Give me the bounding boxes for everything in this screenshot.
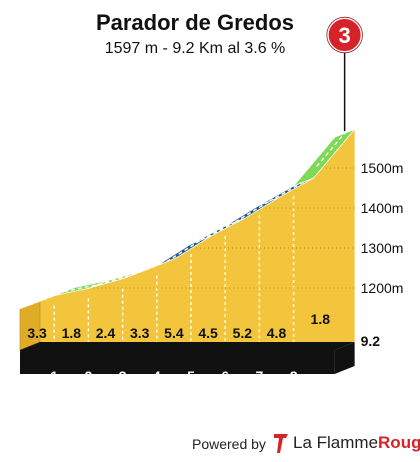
base-plate-top	[20, 342, 355, 350]
climb-marker-badge	[326, 17, 363, 53]
km-tick-label: 6	[221, 368, 229, 384]
km-tick-label: 5	[187, 368, 195, 384]
elevation-tick-label: 1300m	[361, 240, 404, 256]
powered-by-text: Powered by	[192, 436, 266, 452]
brand-name: La FlammeRouge	[293, 433, 420, 452]
gradient-label-6: 4.5	[198, 325, 218, 341]
elevation-tick-label: 1500m	[361, 160, 404, 176]
gradient-band-segment-9	[293, 128, 355, 187]
gradient-label-8: 4.8	[267, 325, 287, 341]
gradient-label-3: 2.4	[96, 325, 116, 341]
km-tick-label: 2	[85, 368, 93, 384]
gradient-label-5: 5.4	[164, 325, 184, 341]
km-tick-label: 8	[290, 368, 298, 384]
climb-marker-outline	[326, 16, 363, 54]
footer: Powered by La FlammeRouge	[0, 428, 420, 458]
elevation-tick-label: 1200m	[361, 280, 404, 296]
gradient-band-dash	[98, 274, 133, 286]
km-tick-label: 7	[256, 368, 264, 384]
gradient-label-9: 1.8	[311, 311, 331, 327]
flamme-rouge-logo-icon	[274, 434, 288, 453]
gradient-band-dash	[316, 132, 346, 167]
gradient-band-dash	[64, 283, 99, 293]
gradient-label-7: 5.2	[233, 325, 253, 341]
base-plate-front	[20, 350, 335, 374]
km-tick-label: 1	[50, 368, 58, 384]
chart-subtitle: 1597 m - 9.2 Km al 3.6 %	[104, 40, 286, 57]
base-plate-end	[334, 342, 355, 374]
climb-number-label: 3	[339, 23, 351, 48]
gradient-label-1: 3.3	[27, 325, 47, 341]
km-tick-label: 3	[119, 368, 127, 384]
gradient-label-4: 3.3	[130, 325, 150, 341]
elevation-profile-chart: 1 2 3 4 5 6 7 8 9.2 3.3 1.8 2.4 3.3 5.4 4.5 5.2 4.8 1.8 12…	[19, 16, 404, 384]
elevation-tick-label: 1400m	[361, 200, 404, 216]
gradient-label-2: 1.8	[62, 325, 82, 341]
km-tick-label: 4	[153, 368, 161, 384]
distance-end-label: 9.2	[361, 333, 381, 349]
profile-front-fill	[20, 137, 335, 350]
chart-title: Parador de Gredos	[95, 10, 295, 35]
